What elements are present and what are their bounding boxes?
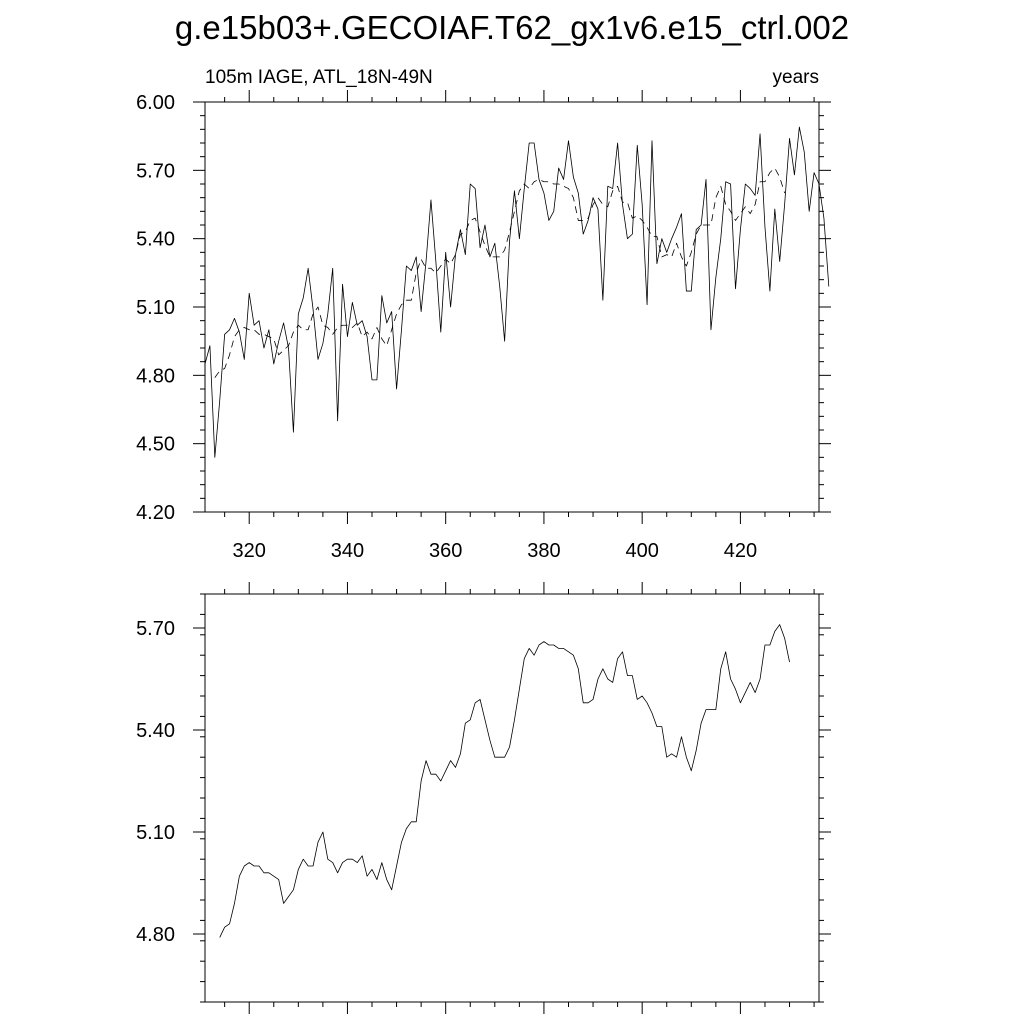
top-x-tick-label: 380	[527, 540, 560, 562]
chart-title: g.e15b03+.GECOIAF.T62_gx1v6.e15_ctrl.002	[175, 9, 849, 46]
top-x-tick-label: 320	[233, 540, 266, 562]
top-panel-right-label: years	[773, 67, 819, 88]
top-series-line-dashed	[214, 167, 786, 378]
top-panel-left-label: 105m IAGE, ATL_18N-49N	[205, 67, 433, 88]
top-series-line-solid	[204, 126, 830, 458]
bottom-y-tick-label: 4.80	[136, 924, 175, 946]
bottom-panel: 4.80 5.10 5.40 5.70	[136, 582, 831, 1014]
bottom-y-tick-label: 5.10	[136, 822, 175, 844]
top-panel: 320 340 360 380 400 420 4.20 4.50 4.80 5.10 5.40 5.…	[136, 90, 831, 562]
top-y-tick-label: 4.80	[136, 365, 175, 387]
top-x-tick-label: 400	[625, 540, 658, 562]
top-x-tick-label: 420	[724, 540, 757, 562]
top-y-tick-label: 6.00	[136, 92, 175, 114]
top-y-tick-label: 5.10	[136, 297, 175, 319]
top-y-tick-label: 4.50	[136, 434, 175, 456]
top-x-tick-label: 360	[429, 540, 462, 562]
bottom-y-tick-label: 5.40	[136, 720, 175, 742]
bottom-series-line-solid	[219, 624, 790, 938]
top-x-tick-label: 340	[331, 540, 364, 562]
bottom-y-tick-label: 5.70	[136, 618, 175, 640]
top-plot-frame	[204, 101, 820, 513]
bottom-plot-frame	[204, 593, 820, 1003]
top-y-tick-label: 5.70	[136, 160, 175, 182]
top-y-tick-label: 4.20	[136, 502, 175, 524]
top-y-tick-label: 5.40	[136, 229, 175, 251]
